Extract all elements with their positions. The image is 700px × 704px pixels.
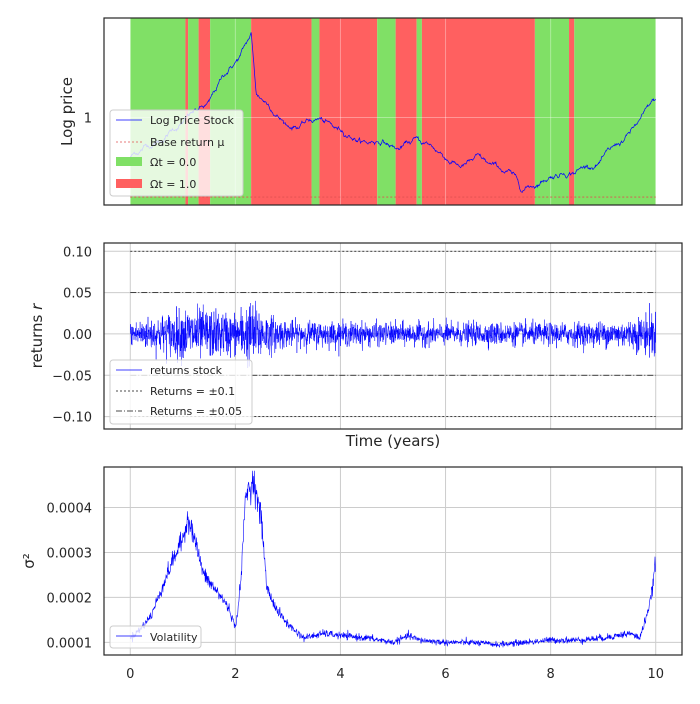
legend-label: Ωt = 1.0 — [150, 178, 196, 191]
y-axis-label: σ² — [20, 553, 38, 569]
legend-swatch-regime0 — [116, 157, 142, 166]
plot-frame — [103, 17, 683, 206]
regime-band — [251, 18, 312, 205]
volatility-line — [130, 470, 656, 648]
legend-label: returns stock — [150, 364, 223, 377]
legend-label: Volatility — [150, 631, 198, 644]
y-tick-label: 1 — [84, 111, 92, 126]
legend-label: Ωt = 0.0 — [150, 156, 196, 169]
legend-label: Log Price Stock — [150, 114, 235, 127]
x-tick-label: 2 — [231, 667, 239, 682]
x-tick-label: 10 — [647, 667, 664, 682]
y-axis-label: returns r — [28, 303, 46, 368]
x-tick-label: 8 — [546, 667, 554, 682]
y-tick-label: −0.10 — [52, 411, 92, 426]
y-tick-label: 0.0002 — [47, 591, 93, 606]
y-tick-label: 0.00 — [63, 328, 92, 343]
y-tick-label: −0.05 — [52, 369, 92, 384]
y-tick-label: 0.05 — [63, 287, 92, 302]
y-tick-label: 0.0001 — [47, 636, 93, 651]
regime-band — [416, 18, 422, 205]
panel-returns: 0.10 0.05 0.00 −0.05 −0.10 returns r Time (yea… — [28, 242, 683, 450]
y-axis-label-text: returns — [28, 310, 46, 368]
legend-label: Base return μ — [150, 136, 224, 149]
regime-band — [569, 18, 575, 205]
plot-frame — [103, 242, 683, 430]
panel-volatility: 0.0004 0.0003 0.0002 0.0001 0 2 4 6 8 10 σ² Volatil… — [20, 466, 683, 682]
regime-band — [574, 18, 656, 205]
y-tick-label: 0.0003 — [47, 546, 93, 561]
legend-box — [109, 109, 244, 197]
regime-band — [377, 18, 396, 205]
y-tick-label: 0.10 — [63, 245, 92, 260]
x-tick-label: 6 — [441, 667, 449, 682]
returns-line — [130, 300, 656, 368]
legend-box — [109, 625, 202, 649]
plot-frame — [103, 466, 683, 656]
panel-log-price: 1 Log price Log Price Stock Base return μ Ωt… — [58, 17, 683, 206]
regime-band — [395, 18, 417, 205]
x-tick-label: 4 — [336, 667, 344, 682]
x-axis-label: Time (years) — [345, 432, 440, 450]
y-axis-label-symbol: r — [28, 303, 46, 310]
legend-label: Returns = ±0.1 — [150, 385, 235, 398]
price-line — [129, 32, 656, 193]
x-tick-label: 0 — [126, 667, 134, 682]
y-tick-label: 0.0004 — [47, 501, 93, 516]
legend-box — [109, 359, 253, 425]
regime-band — [319, 18, 378, 205]
y-axis-label: Log price — [58, 77, 76, 146]
regime-band — [421, 18, 535, 205]
legend-swatch-regime1 — [116, 179, 142, 188]
legend-label: Returns = ±0.05 — [150, 405, 242, 418]
regime-band — [311, 18, 320, 205]
